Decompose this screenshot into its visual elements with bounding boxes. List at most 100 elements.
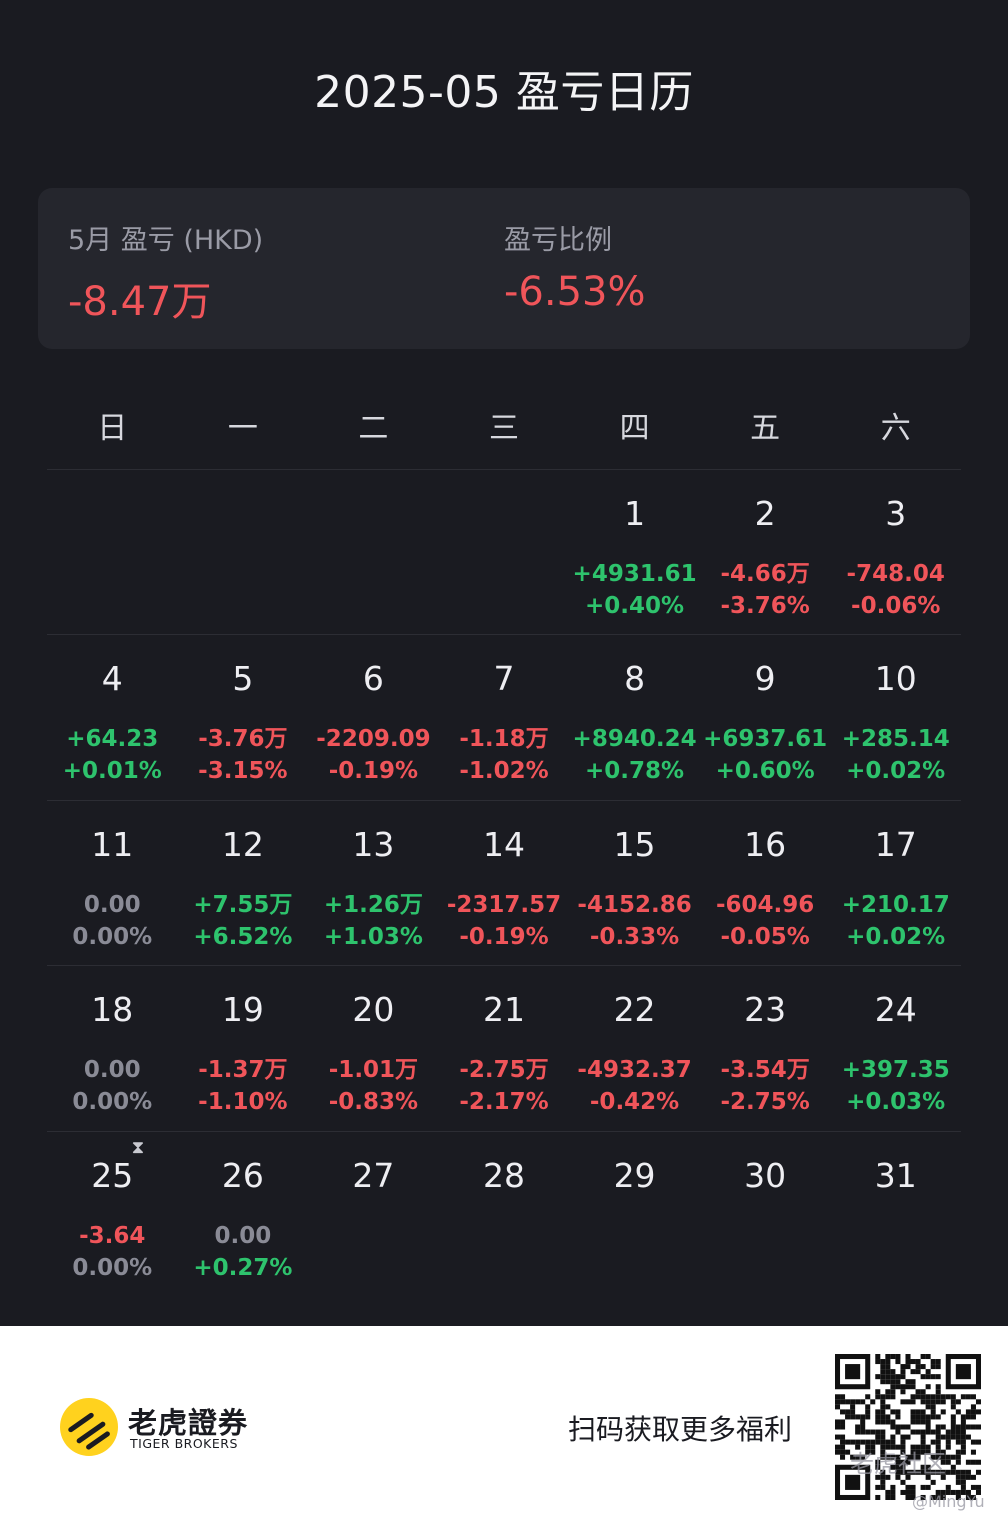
day-cell-7[interactable]: 7 -1.18万 -1.02% <box>439 635 570 799</box>
day-cell-27[interactable]: 27 <box>308 1132 439 1297</box>
day-pnl-percent: +6.52% <box>193 923 293 950</box>
day-pnl-percent: -0.19% <box>328 758 419 785</box>
day-cell-4[interactable]: 4 +64.23 +0.01% <box>47 635 178 799</box>
day-number: 15 <box>613 824 656 864</box>
day-number: 7 <box>493 659 515 699</box>
day-pnl-percent: -0.06% <box>851 593 941 619</box>
day-number: 29 <box>613 1155 656 1195</box>
qr-code-icon[interactable] <box>835 1354 981 1500</box>
day-number: 3 <box>885 494 907 533</box>
day-cell-25[interactable]: 25 -3.64 0.00% <box>47 1132 178 1297</box>
day-cell-18[interactable]: 18 0.00 0.00% <box>47 966 178 1130</box>
day-pnl-percent: +1.03% <box>323 923 423 950</box>
day-cell-9[interactable]: 9 +6937.61 +0.60% <box>700 635 831 799</box>
day-pnl-percent: -1.10% <box>198 1089 288 1116</box>
day-cell-11[interactable]: 11 0.00 0.00% <box>47 801 178 965</box>
day-number: 18 <box>91 990 134 1030</box>
tiger-logo-icon <box>60 1398 118 1456</box>
day-cell-empty <box>308 470 439 634</box>
day-cell-3[interactable]: 3 -748.04 -0.06% <box>830 470 961 634</box>
monthly-pnl-label: 5月 盈亏 (HKD) <box>68 225 264 256</box>
day-pnl-percent: +0.03% <box>846 1089 946 1116</box>
day-pnl-amount: +6937.61 <box>703 726 828 753</box>
weekday-mon: 一 <box>227 411 258 446</box>
day-number: 28 <box>482 1155 525 1195</box>
day-pnl-percent: +0.01% <box>62 758 162 785</box>
day-number: 19 <box>221 990 264 1030</box>
calendar-grid: 1 +4931.61 +0.40% 2 -4.66万 -3.76% 3 -748.04 -0.0… <box>47 470 961 1297</box>
day-number: 10 <box>874 659 917 699</box>
day-cell-30[interactable]: 30 <box>700 1132 831 1297</box>
day-pnl-percent: -0.83% <box>328 1089 419 1116</box>
summary-card: 5月 盈亏 (HKD) -8.47万 盈亏比例 -6.53% <box>38 188 970 349</box>
calendar-week-row: 1 +4931.61 +0.40% 2 -4.66万 -3.76% 3 -748.04 -0.0… <box>47 470 961 636</box>
day-cell-31[interactable]: 31 <box>830 1132 961 1297</box>
day-cell-15[interactable]: 15 -4152.86 -0.33% <box>569 801 700 965</box>
day-pnl-percent: +0.78% <box>585 758 685 785</box>
day-cell-23[interactable]: 23 -3.54万 -2.75% <box>700 966 831 1130</box>
day-pnl-amount: -1.37万 <box>198 1057 288 1084</box>
day-cell-28[interactable]: 28 <box>439 1132 570 1297</box>
pnl-ratio-value: -6.53% <box>504 269 646 315</box>
day-pnl-percent: -0.05% <box>720 923 810 950</box>
watermark-user: @MingYu <box>912 1492 985 1511</box>
day-pnl-amount: +1.26万 <box>323 891 423 918</box>
day-cell-13[interactable]: 13 +1.26万 +1.03% <box>308 801 439 965</box>
day-cell-22[interactable]: 22 -4932.37 -0.42% <box>569 966 700 1130</box>
day-cell-5[interactable]: 5 -3.76万 -3.15% <box>178 635 309 799</box>
day-pnl-amount: -3.76万 <box>198 726 288 753</box>
day-pnl-amount: +7.55万 <box>193 891 293 918</box>
day-number: 27 <box>352 1155 395 1195</box>
day-cell-26[interactable]: ⧗ 26 0.00 +0.27% <box>132 1132 309 1297</box>
calendar-week-row: 25 -3.64 0.00% ⧗ 26 0.00 +0.27% 27 28 29 30 31 <box>47 1132 961 1297</box>
day-number: 17 <box>874 824 917 864</box>
day-cell-16[interactable]: 16 -604.96 -0.05% <box>700 801 831 965</box>
monthly-pnl-value: -8.47万 <box>68 279 212 325</box>
day-cell-empty <box>439 470 570 634</box>
day-pnl-percent: +0.40% <box>585 593 685 619</box>
day-cell-21[interactable]: 21 -2.75万 -2.17% <box>439 966 570 1130</box>
day-cell-14[interactable]: 14 -2317.57 -0.19% <box>439 801 570 965</box>
day-number: 14 <box>482 824 525 864</box>
scan-prompt: 扫码获取更多福利 <box>568 1413 793 1446</box>
day-pnl-percent: -2.17% <box>459 1089 549 1116</box>
day-cell-29[interactable]: 29 <box>569 1132 700 1297</box>
page-title: 2025-05 盈亏日历 <box>314 67 694 118</box>
day-number: 24 <box>874 990 917 1030</box>
weekday-fri: 五 <box>750 411 781 446</box>
day-number: 16 <box>744 824 787 864</box>
day-pnl-percent: -0.42% <box>589 1089 680 1116</box>
day-pnl-percent: +0.02% <box>846 923 946 950</box>
day-cell-19[interactable]: 19 -1.37万 -1.10% <box>178 966 309 1130</box>
day-cell-12[interactable]: 12 +7.55万 +6.52% <box>178 801 309 965</box>
hourglass-icon: ⧗ <box>131 1136 145 1158</box>
day-cell-2[interactable]: 2 -4.66万 -3.76% <box>700 470 831 634</box>
header-divider <box>47 469 961 470</box>
pnl-ratio-block: 盈亏比例 -6.53% <box>504 218 646 315</box>
day-number: 23 <box>744 990 787 1030</box>
day-pnl-amount: -2317.57 <box>446 891 562 918</box>
day-number: 20 <box>352 990 395 1030</box>
weekday-tue: 二 <box>358 411 389 446</box>
day-pnl-percent: -3.76% <box>720 593 810 619</box>
day-cell-24[interactable]: 24 +397.35 +0.03% <box>830 966 961 1130</box>
day-number: 1 <box>624 494 646 533</box>
day-cell-1[interactable]: 1 +4931.61 +0.40% <box>569 470 700 634</box>
weekday-header: 日 一 二 三 四 五 六 <box>47 404 961 454</box>
day-number: 22 <box>613 990 656 1030</box>
day-cell-6[interactable]: 6 -2209.09 -0.19% <box>308 635 439 799</box>
brand-name-cn: 老虎證券 <box>128 1406 249 1440</box>
day-cell-20[interactable]: 20 -1.01万 -0.83% <box>308 966 439 1130</box>
day-cell-8[interactable]: 8 +8940.24 +0.78% <box>569 635 700 799</box>
day-cell-17[interactable]: 17 +210.17 +0.02% <box>830 801 961 965</box>
day-pnl-percent: 0.00% <box>72 923 153 950</box>
day-pnl-amount: -748.04 <box>846 561 945 587</box>
day-number: 5 <box>232 659 254 699</box>
watermark-community: 老虎社区 <box>850 1450 946 1478</box>
day-pnl-percent: -3.15% <box>198 758 288 785</box>
day-number: 12 <box>221 824 264 864</box>
day-number: 4 <box>101 659 123 699</box>
day-number: 31 <box>874 1155 917 1195</box>
day-cell-10[interactable]: 10 +285.14 +0.02% <box>830 635 961 799</box>
day-pnl-amount: +285.14 <box>841 726 950 753</box>
